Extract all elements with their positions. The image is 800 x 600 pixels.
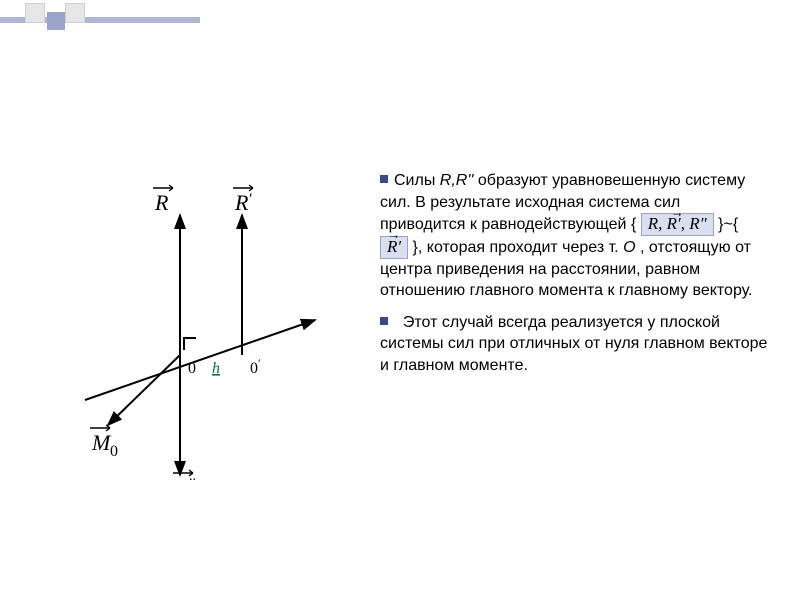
p2-text: Этот случай всегда реализуется у плоской… bbox=[380, 314, 767, 374]
decor-square bbox=[47, 12, 65, 30]
svg-text:′′: ′′ bbox=[189, 476, 196, 480]
diagram-svg: RR′R′′M000′h bbox=[60, 160, 360, 480]
svg-text:0: 0 bbox=[250, 360, 258, 377]
p1-O: O bbox=[623, 239, 635, 256]
paragraph-1: Силы R,R'' образуют уравновешенную систе… bbox=[380, 170, 770, 302]
p1-b: }~{ bbox=[714, 216, 738, 233]
p1-lead: Силы bbox=[394, 172, 440, 189]
svg-text:0: 0 bbox=[110, 443, 118, 460]
svg-text:0: 0 bbox=[188, 360, 196, 377]
formula-single-text: R′ bbox=[387, 238, 401, 257]
formula-triple-text: R, R′, R″ bbox=[648, 215, 707, 234]
svg-text:M: M bbox=[91, 430, 112, 455]
bullet-icon bbox=[380, 317, 388, 325]
p1-forces: R,R bbox=[440, 172, 468, 189]
svg-text:h: h bbox=[212, 360, 220, 377]
force-diagram: RR′R′′M000′h bbox=[60, 160, 360, 480]
text-column: Силы R,R'' образуют уравновешенную систе… bbox=[380, 170, 770, 387]
slide-body: RR′R′′M000′h Силы R,R'' образуют уравнов… bbox=[0, 40, 800, 600]
svg-text:R: R bbox=[234, 190, 249, 215]
decor-square bbox=[65, 3, 85, 23]
svg-text:′: ′ bbox=[258, 356, 261, 370]
formula-triple: R, R′, R″ bbox=[641, 213, 714, 236]
svg-text:R: R bbox=[154, 190, 169, 215]
p1-c: }, которая проходит через т. bbox=[408, 239, 623, 256]
svg-text:R: R bbox=[174, 475, 189, 480]
svg-text:′: ′ bbox=[249, 191, 253, 208]
decor-square bbox=[25, 3, 45, 23]
formula-single: R′ bbox=[380, 236, 408, 259]
paragraph-2: Этот случай всегда реализуется у плоской… bbox=[380, 312, 770, 377]
corner-decoration bbox=[0, 0, 800, 36]
bullet-icon bbox=[380, 175, 388, 183]
